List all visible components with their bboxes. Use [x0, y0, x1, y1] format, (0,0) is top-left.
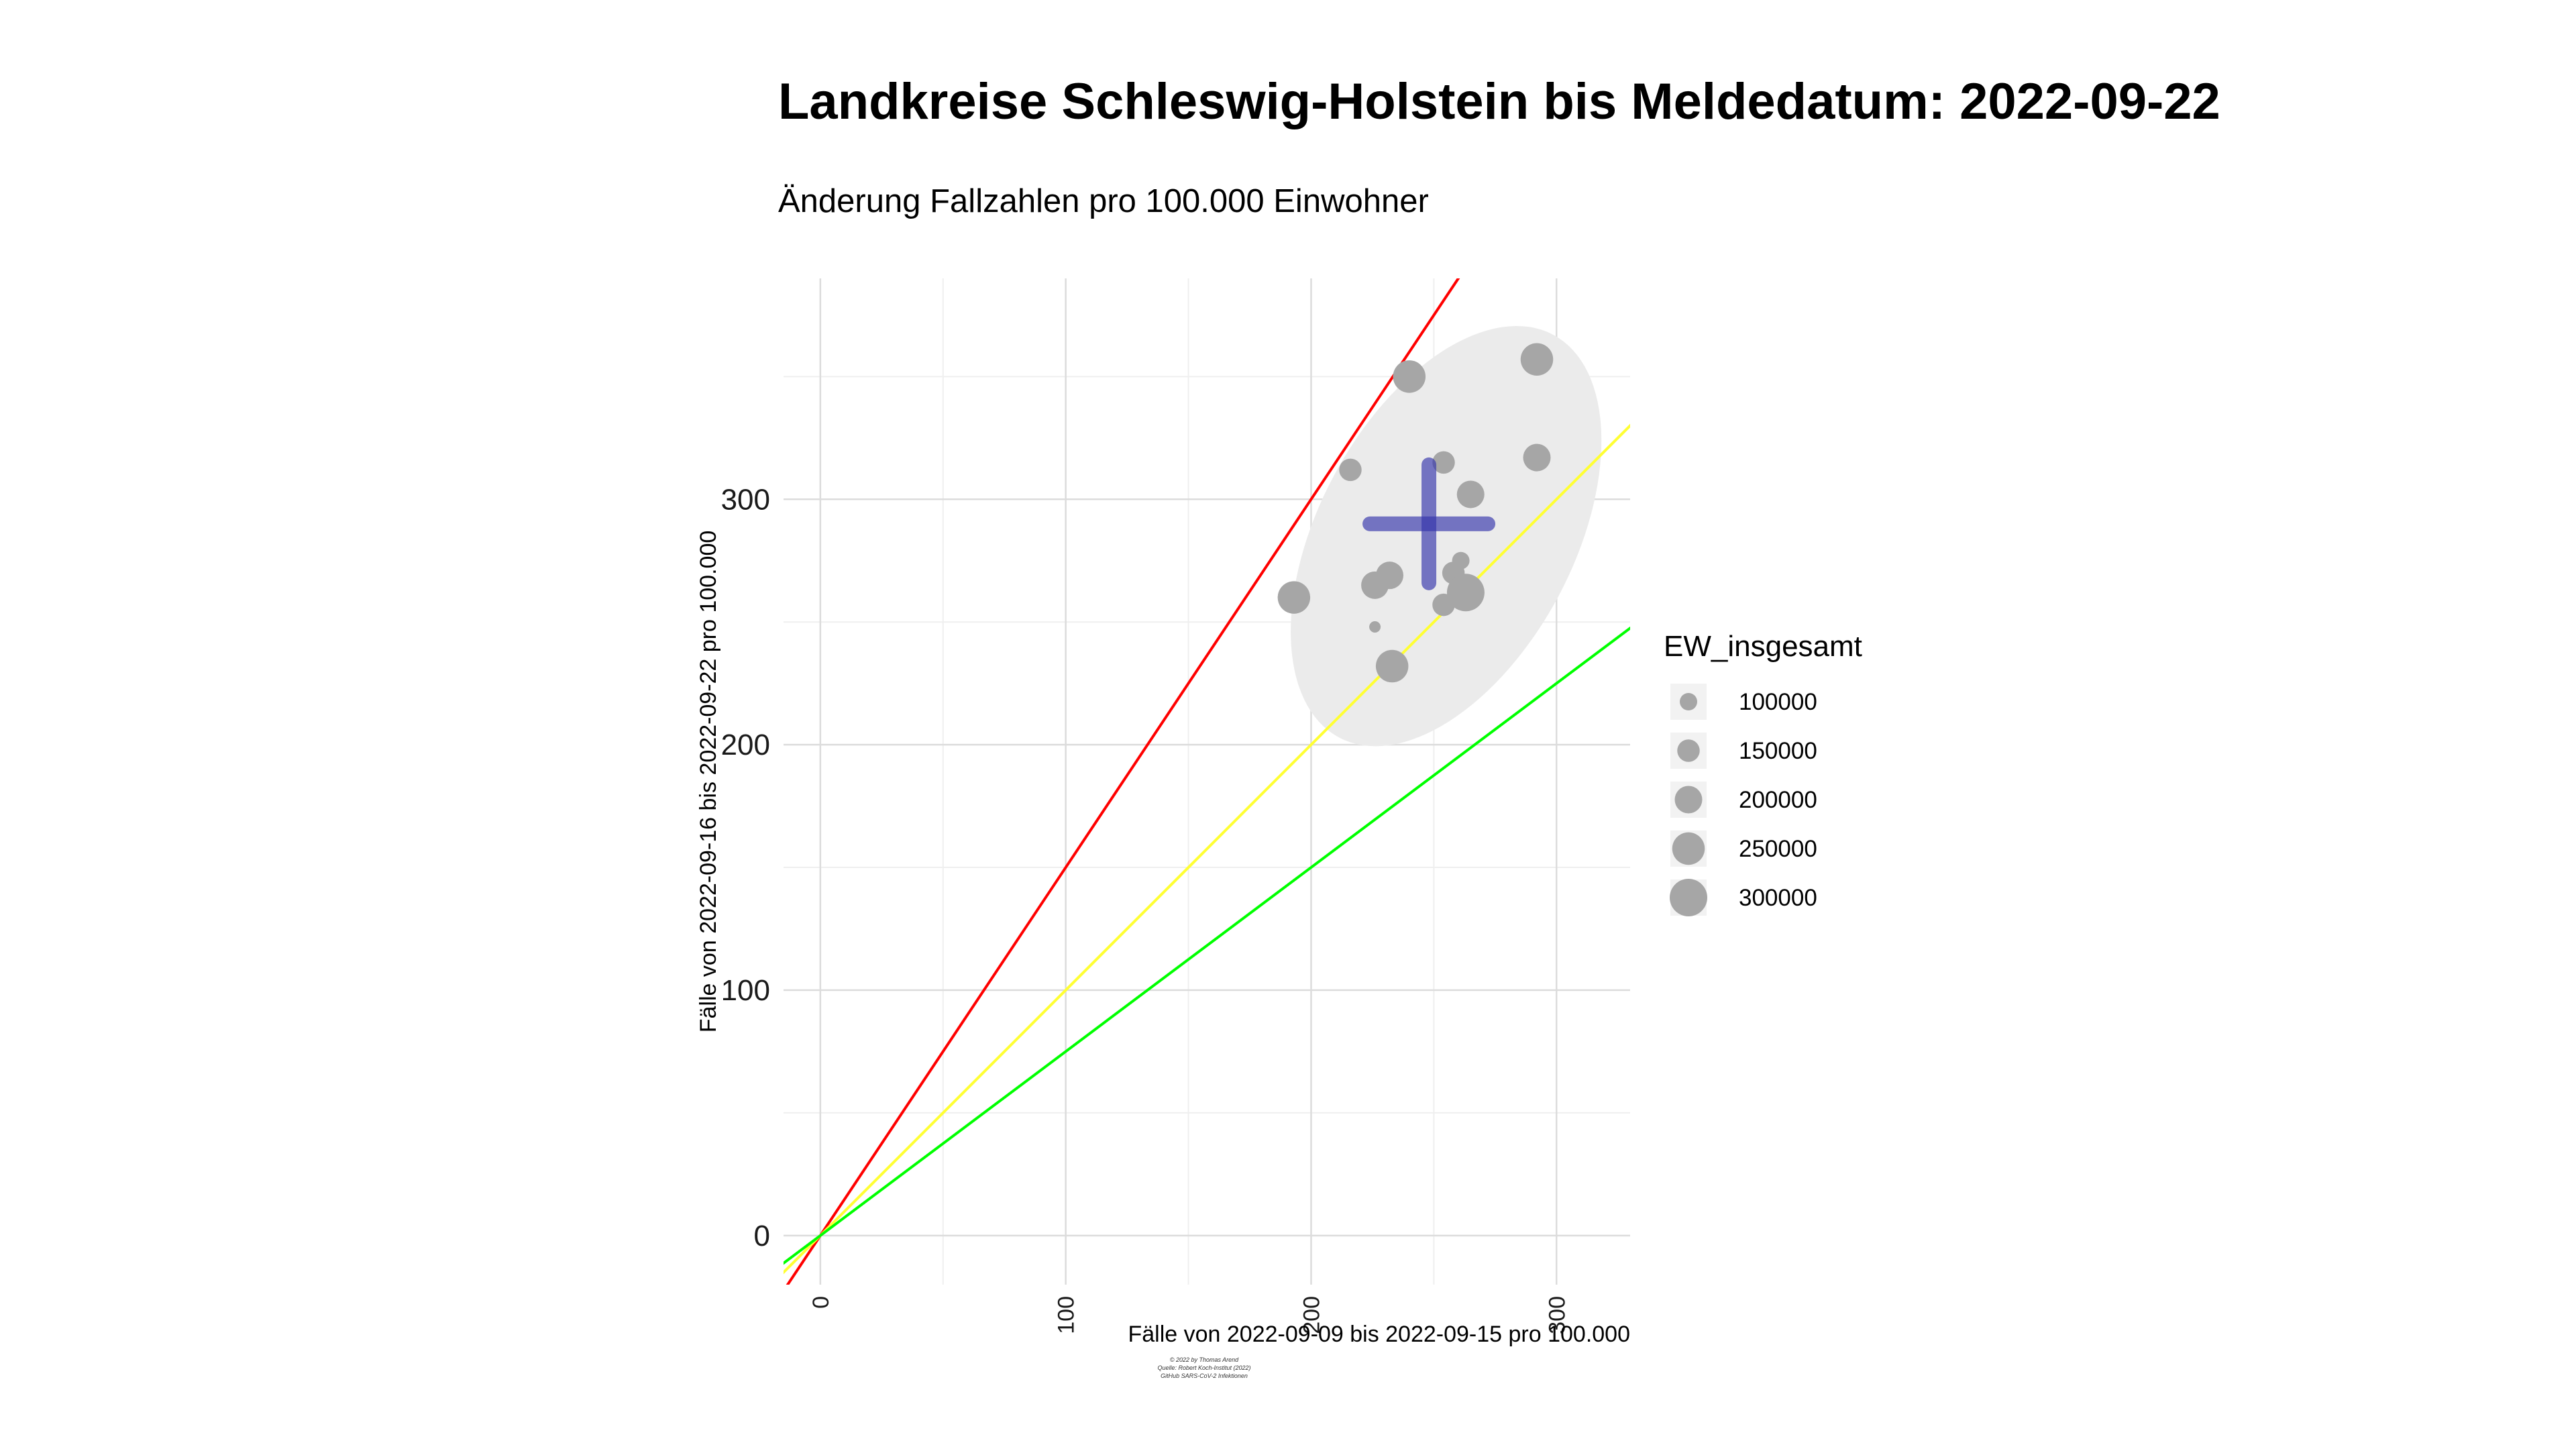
- data-point: [1432, 593, 1455, 616]
- credit-line: GitHub SARS-CoV-2 Infektionen: [1161, 1373, 1248, 1379]
- page-subtitle: Änderung Fallzahlen pro 100.000 Einwohne…: [778, 183, 1429, 219]
- reference-lines: [784, 278, 1630, 1285]
- page-title: Landkreise Schleswig-Holstein bis Melded…: [778, 73, 2220, 130]
- reference-line-2: [784, 626, 1630, 1265]
- confidence-ellipse: [1291, 325, 1602, 747]
- reference-line-1: [784, 423, 1630, 1275]
- legend-swatch: [1670, 879, 1707, 916]
- mean-cross: [1362, 457, 1496, 590]
- data-point: [1376, 561, 1404, 590]
- x-tick-label: 200: [1299, 1296, 1324, 1334]
- data-point: [1446, 574, 1485, 612]
- legend: EW_insgesamt 100000 150000 200000 250000 300…: [1664, 630, 1862, 916]
- data-point: [1393, 360, 1426, 393]
- data-point: [1375, 649, 1409, 683]
- legend-swatch: [1680, 693, 1697, 710]
- data-point: [1277, 581, 1311, 614]
- x-axis-title: Fälle von 2022-09-09 bis 2022-09-15 pro …: [1128, 1322, 1630, 1347]
- data-points: [1277, 343, 1554, 683]
- x-tick-label: 100: [1054, 1296, 1079, 1334]
- y-tick-label: 200: [721, 729, 770, 761]
- credit-line: Quelle: Robert Koch-Institut (2022): [1157, 1364, 1250, 1371]
- y-tick-label: 100: [721, 974, 770, 1007]
- data-point: [1520, 343, 1554, 376]
- legend-label: 300000: [1739, 885, 1817, 911]
- y-tick-label: 0: [754, 1220, 770, 1252]
- y-tick-label: 300: [721, 483, 770, 516]
- y-axis-title: Fälle von 2022-09-16 bis 2022-09-22 pro …: [696, 531, 721, 1033]
- legend-swatch: [1674, 786, 1703, 814]
- y-axis-ticks: 0 100 200 300: [721, 483, 770, 1252]
- data-point: [1432, 451, 1455, 474]
- x-tick-label: 300: [1544, 1296, 1570, 1334]
- x-axis-ticks: 0 100 200 300: [808, 1296, 1570, 1334]
- data-point: [1339, 458, 1362, 482]
- legend-title: EW_insgesamt: [1664, 630, 1862, 663]
- credit-line: © 2022 by Thomas Arend: [1170, 1356, 1239, 1363]
- legend-label: 200000: [1739, 787, 1817, 813]
- reference-line-0: [786, 278, 1460, 1285]
- data-point: [1523, 443, 1551, 472]
- x-tick-label: 0: [808, 1296, 834, 1309]
- legend-swatch: [1677, 739, 1700, 762]
- legend-swatch: [1672, 832, 1705, 865]
- legend-label: 100000: [1739, 689, 1817, 715]
- legend-label: 150000: [1739, 738, 1817, 764]
- legend-label: 250000: [1739, 836, 1817, 862]
- data-point: [1369, 621, 1381, 633]
- data-point: [1456, 480, 1485, 508]
